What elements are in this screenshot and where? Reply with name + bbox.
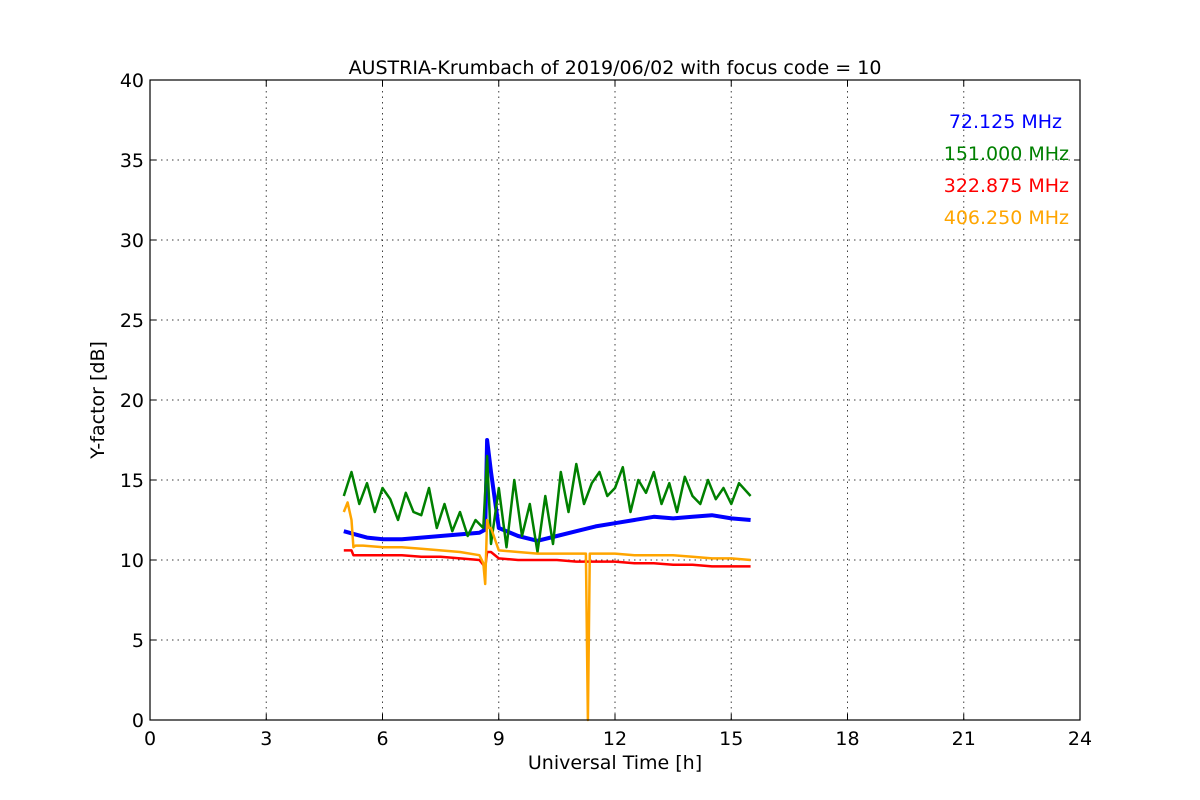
legend-entry-2: 151.000 MHz [944,143,1069,165]
y-tick-label: 0 [132,710,144,732]
x-tick-label: 3 [260,728,272,750]
x-tick-label: 9 [493,728,505,750]
x-tick-label: 0 [144,728,156,750]
x-tick-label: 18 [835,728,859,750]
ticks: 0 3 6 9 12 15 18 21 24 0 5 10 15 20 25 30 35 40 [120,70,1092,750]
x-tick-label: 6 [376,728,388,750]
y-axis-label: Y-factor [dB] [87,341,109,460]
series-line-3 [343,549,751,570]
series-line-4 [342,501,751,722]
plot-area [342,438,752,722]
y-tick-label: 20 [120,390,144,412]
grid [150,80,1080,720]
x-tick-label: 21 [952,728,976,750]
legend-entry-4: 406.250 MHz [944,207,1069,229]
chart-title: AUSTRIA-Krumbach of 2019/06/02 with focu… [349,57,882,79]
y-tick-label: 25 [120,310,144,332]
series-line-2 [342,454,752,554]
y-tick-label: 5 [132,630,144,652]
y-tick-label: 35 [120,150,144,172]
legend-entry-3: 322.875 MHz [944,175,1069,197]
legend-entry-1: 72.125 MHz [949,111,1062,133]
x-axis-label: Universal Time [h] [528,752,702,774]
y-tick-label: 30 [120,230,144,252]
y-tick-label: 40 [120,70,144,92]
legend: 72.125 MHz 151.000 MHz 322.875 MHz 406.250 … [944,111,1069,229]
y-tick-label: 10 [120,550,144,572]
x-tick-label: 24 [1068,728,1092,750]
y-tick-label: 15 [120,470,144,492]
x-tick-label: 15 [719,728,743,750]
x-tick-label: 12 [603,728,627,750]
